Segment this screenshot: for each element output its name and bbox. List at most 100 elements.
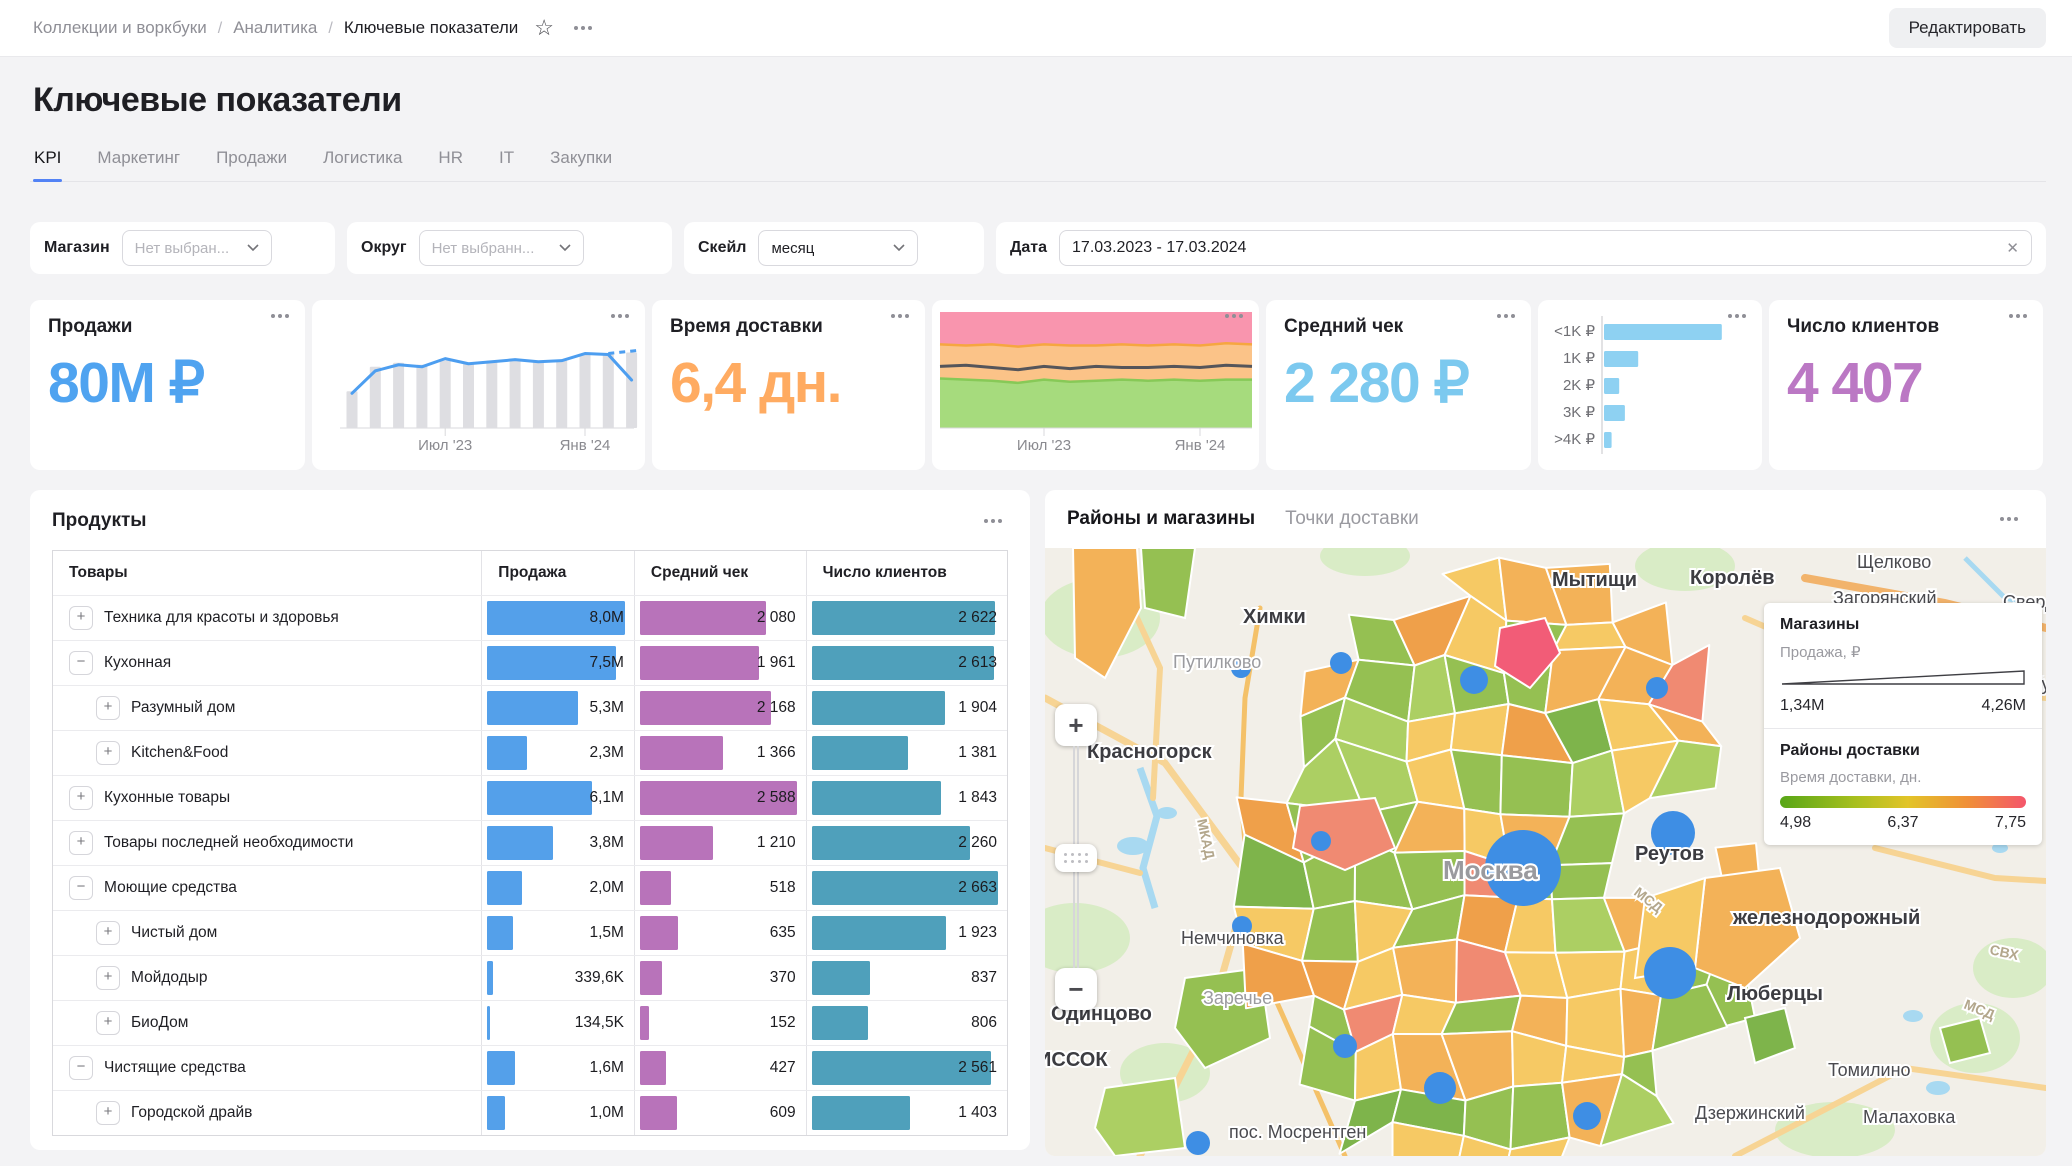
store-point[interactable] (1186, 1131, 1210, 1155)
expand-button[interactable]: − (69, 651, 93, 675)
breadcrumb-item[interactable]: Аналитика (233, 18, 318, 37)
district-polygon[interactable] (1648, 739, 1723, 800)
district-polygon[interactable] (1599, 1073, 1675, 1148)
district-polygon[interactable] (1392, 938, 1458, 1004)
district-polygon[interactable] (1651, 983, 1729, 1052)
delivery-bands-chart[interactable]: Июл '23 Янв '24 (932, 300, 1259, 470)
cell-value: 518 (769, 879, 796, 896)
tab-it[interactable]: IT (498, 148, 515, 167)
card-menu-dots-icon[interactable] (1491, 308, 1521, 324)
map-tab[interactable]: Районы и магазины (1067, 508, 1256, 529)
zoom-slider-handle[interactable] (1055, 844, 1097, 872)
filter-store: Магазин Нет выбран... (30, 222, 335, 274)
cell-check: 2 168 (635, 686, 807, 730)
map-tab[interactable]: Точки доставки (1285, 508, 1419, 529)
store-point[interactable] (1460, 666, 1488, 694)
column-header[interactable]: Средний чек (635, 551, 807, 595)
district-polygon[interactable] (1743, 1006, 1797, 1065)
column-header[interactable]: Число клиентов (822, 564, 947, 581)
district-polygon[interactable] (1499, 754, 1574, 818)
sales-bar (487, 691, 579, 725)
cell-check: 2 080 (635, 596, 807, 640)
district-polygon[interactable] (1071, 548, 1143, 680)
expand-button[interactable]: − (69, 1056, 93, 1080)
svg-text:Июл '23: Июл '23 (418, 437, 472, 454)
store-point[interactable] (1644, 947, 1696, 999)
district-polygon[interactable] (1093, 1076, 1187, 1156)
expand-button[interactable]: + (69, 606, 93, 630)
filter-select[interactable]: Нет выбранн... (418, 230, 584, 266)
check-bar (639, 691, 772, 725)
store-point[interactable] (1232, 916, 1252, 936)
expand-button[interactable]: + (96, 696, 120, 720)
district-polygon[interactable] (1503, 1136, 1571, 1156)
cell-value: 2 613 (958, 654, 997, 671)
expand-button[interactable]: + (96, 1011, 120, 1035)
products-table: Товары Продажа Средний чек Число клиентов + Т… (52, 550, 1008, 1136)
expand-button[interactable]: + (69, 786, 93, 810)
expand-button[interactable]: + (69, 831, 93, 855)
favorite-star-icon[interactable]: ☆ (534, 15, 554, 40)
spark-bar (486, 360, 498, 428)
breadcrumb-item[interactable]: Коллекции и воркбуки (33, 18, 207, 37)
header-menu-dots-icon[interactable] (568, 20, 598, 36)
edit-button[interactable]: Редактировать (1888, 8, 2046, 48)
district-polygon[interactable] (1139, 548, 1197, 620)
district-polygon[interactable] (1450, 1134, 1512, 1156)
svg-text:>4K ₽: >4K ₽ (1554, 431, 1595, 448)
tab-маркетинг[interactable]: Маркетинг (97, 148, 181, 167)
card-menu-dots-icon[interactable] (605, 308, 635, 324)
table-row: + Kitchen&Food 2,3M 1 366 1 381 (53, 730, 1007, 775)
store-point[interactable] (1485, 830, 1561, 906)
store-point[interactable] (1424, 1072, 1456, 1104)
store-point[interactable] (1573, 1102, 1601, 1130)
zoom-in-button[interactable]: + (1055, 704, 1097, 746)
clear-date-icon[interactable]: ✕ (2006, 240, 2019, 257)
tab-закупки[interactable]: Закупки (550, 148, 613, 167)
filter-label: Дата (1010, 239, 1048, 256)
expand-button[interactable]: + (96, 741, 120, 765)
expand-button[interactable]: + (96, 1101, 120, 1125)
store-point[interactable] (1651, 811, 1695, 855)
store-point[interactable] (1333, 1034, 1357, 1058)
column-header[interactable]: Продажа (482, 551, 635, 595)
date-range-input[interactable]: 17.03.2023 - 17.03.2024 ✕ (1059, 230, 2032, 266)
column-header[interactable]: Товары (53, 551, 483, 595)
tab-kpi[interactable]: KPI (33, 142, 63, 182)
zoom-out-button[interactable]: − (1055, 968, 1097, 1010)
sales-trend-chart[interactable]: Июл '23 Янв '24 (312, 300, 645, 470)
expand-button[interactable]: + (96, 966, 120, 990)
cell-value: 2 663 (958, 879, 997, 896)
store-point[interactable] (1231, 658, 1251, 678)
cell-value: 1,6M (589, 1059, 624, 1076)
map[interactable]: МытищиКоролёвЗагорянскийЩелковоСвердлХим… (1045, 548, 2046, 1156)
district-polygon[interactable] (1938, 1016, 1992, 1065)
store-point[interactable] (1330, 652, 1352, 674)
store-point[interactable] (1646, 677, 1668, 699)
card-menu-dots-icon[interactable] (265, 308, 295, 324)
card-menu-dots-icon[interactable] (1722, 308, 1752, 324)
card-menu-dots-icon[interactable] (2003, 308, 2033, 324)
cell-check: 518 (635, 866, 807, 910)
card-menu-dots-icon[interactable] (1219, 308, 1249, 324)
district-polygon[interactable] (1391, 1121, 1465, 1156)
district-polygon[interactable] (1449, 703, 1510, 757)
hist-bar (1604, 351, 1639, 367)
zoom-slider-track[interactable] (1055, 746, 1097, 968)
district-polygon[interactable] (1493, 616, 1562, 690)
card-menu-dots-icon[interactable] (885, 308, 915, 324)
tab-продажи[interactable]: Продажи (216, 148, 288, 167)
filter-select[interactable]: месяц (758, 230, 919, 266)
expand-button[interactable]: − (69, 876, 93, 900)
store-point[interactable] (1311, 831, 1331, 851)
check-distribution-chart[interactable]: <1K ₽ 1K ₽ 2K ₽ 3K ₽ >4K ₽ (1538, 300, 1762, 470)
panel-menu-dots-icon[interactable] (1994, 511, 2024, 527)
dashboard: Ключевые показатели KPI Маркетинг Продажи Л… (0, 57, 2072, 1156)
expand-button[interactable]: + (96, 921, 120, 945)
legend-stores-title: Магазины (1780, 616, 1860, 633)
district-polygon[interactable] (1291, 796, 1397, 872)
tab-логистика[interactable]: Логистика (323, 148, 403, 167)
tab-hr[interactable]: HR (438, 148, 463, 167)
filter-select[interactable]: Нет выбран... (121, 230, 272, 266)
panel-menu-dots-icon[interactable] (978, 513, 1008, 529)
